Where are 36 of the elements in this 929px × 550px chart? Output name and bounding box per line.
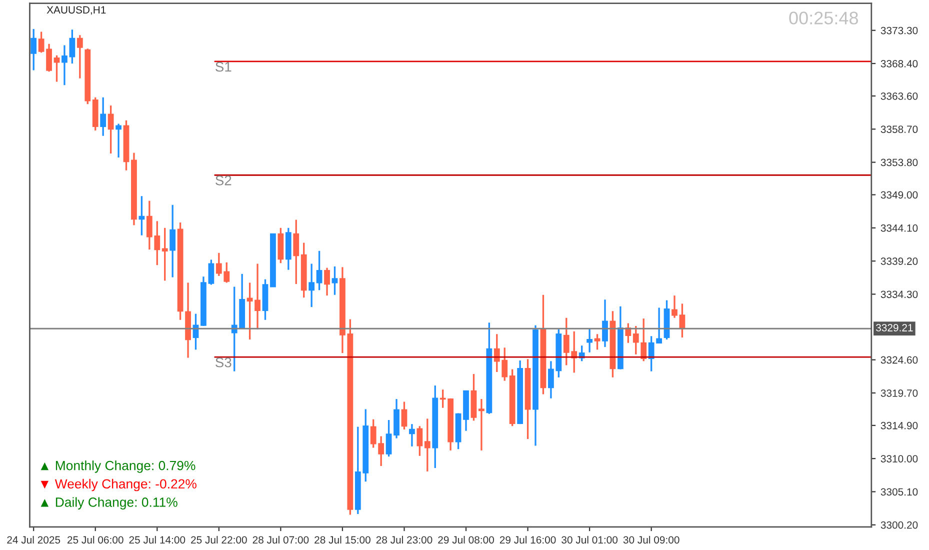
candlestick bbox=[270, 233, 276, 288]
x-tick-label: 24 Jul 2025 bbox=[7, 536, 60, 544]
x-tick-label: 29 Jul 16:00 bbox=[500, 536, 556, 544]
y-tick-label: 3373.30 bbox=[880, 26, 918, 34]
y-tick-label: 3310.00 bbox=[880, 455, 918, 462]
chart-title: XAUUSD,H1 bbox=[46, 6, 106, 15]
x-tick-label: 30 Jul 01:00 bbox=[562, 536, 618, 544]
ref-line-label: S2 bbox=[216, 175, 232, 186]
x-tick-label: 28 Jul 23:00 bbox=[376, 536, 432, 544]
ref-line-label: 3329.21 bbox=[876, 324, 913, 332]
x-tick-label: 29 Jul 08:00 bbox=[438, 536, 494, 544]
x-tick-label: 28 Jul 15:00 bbox=[314, 536, 370, 544]
y-tick-label: 3319.70 bbox=[880, 389, 918, 397]
x-tick-label: 28 Jul 07:00 bbox=[252, 536, 309, 544]
y-tick-label: 3339.20 bbox=[880, 258, 918, 265]
x-tick-label: 25 Jul 06:00 bbox=[68, 536, 124, 544]
ref-line-label: S3 bbox=[216, 357, 232, 368]
y-tick-label: 3349.00 bbox=[880, 191, 918, 199]
y-tick-label: 3305.10 bbox=[880, 488, 918, 496]
x-tick-label: 25 Jul 22:00 bbox=[191, 536, 247, 544]
ref-line-label: S1 bbox=[216, 62, 232, 72]
y-tick-label: 3344.10 bbox=[880, 224, 918, 232]
annotation: ▲ Monthly Change: 0.79% bbox=[40, 460, 196, 473]
y-tick-label: 3358.70 bbox=[880, 126, 918, 134]
annotation: 00:25:48 bbox=[789, 12, 858, 24]
annotation: ▲ Daily Change: 0.11% bbox=[40, 497, 178, 510]
y-tick-label: 3300.20 bbox=[880, 521, 918, 529]
annotation: ▼ Weekly Change: -0.22% bbox=[40, 478, 196, 492]
y-tick-label: 3334.30 bbox=[880, 290, 918, 298]
y-tick-label: 3324.60 bbox=[880, 356, 918, 364]
y-tick-label: 3314.90 bbox=[880, 422, 918, 430]
y-tick-label: 3363.60 bbox=[880, 92, 918, 100]
y-tick-label: 3353.80 bbox=[880, 158, 918, 166]
y-tick-label: 3368.40 bbox=[880, 60, 918, 68]
x-tick-label: 25 Jul 14:00 bbox=[129, 536, 186, 544]
x-tick-label: 30 Jul 09:00 bbox=[623, 536, 680, 544]
